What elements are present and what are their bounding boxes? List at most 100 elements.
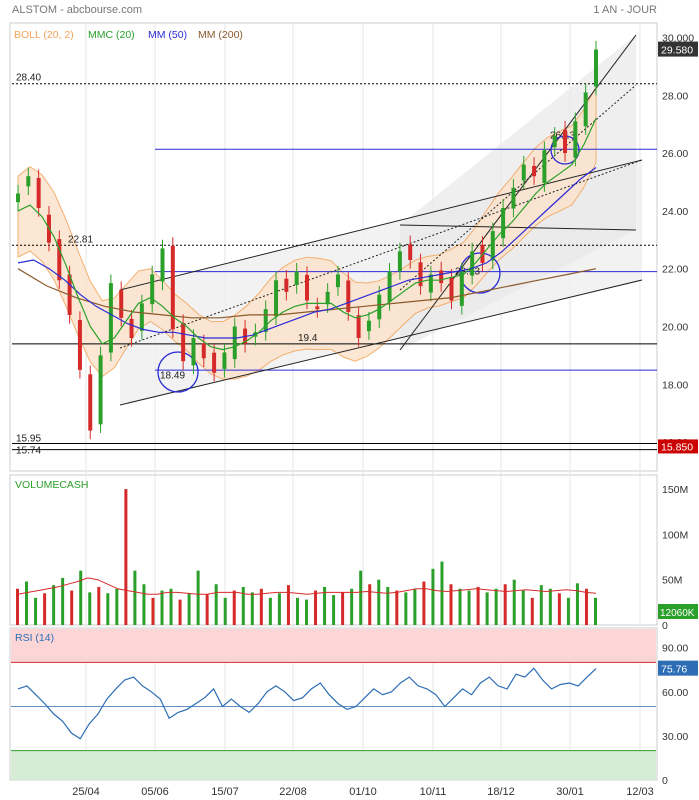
volume-bar: [314, 590, 318, 625]
volume-bar: [97, 586, 101, 625]
y-tick-label: 30.000: [662, 32, 694, 44]
last-price-tag: [658, 41, 698, 57]
volume-bar: [133, 570, 137, 625]
candle-body: [583, 92, 588, 127]
candle-body: [77, 319, 82, 370]
x-tick-label: 05/06: [141, 786, 169, 798]
candle-body: [325, 291, 330, 305]
volume-bar: [88, 592, 92, 625]
volume-bar: [458, 588, 462, 625]
volume-bar: [295, 597, 299, 625]
volume-bar: [241, 586, 245, 625]
volume-bar: [323, 586, 327, 625]
rsi-title: RSI (14): [15, 632, 54, 644]
trend-line: [399, 224, 637, 231]
candle-body: [26, 176, 31, 187]
volume-bar: [350, 588, 354, 625]
volume-bar: [431, 568, 435, 625]
volume-bar: [286, 585, 290, 625]
candle-body: [88, 374, 93, 431]
rsi-tick-label: 90.00: [662, 643, 688, 655]
volume-bar: [557, 593, 561, 625]
volume-bar: [386, 586, 390, 625]
x-tick-label: 18/12: [487, 786, 515, 798]
volume-bar: [250, 592, 254, 625]
x-tick-label: 30/01: [556, 786, 584, 798]
volume-bar: [214, 584, 218, 625]
chart-title: ALSTOM - abcbourse.com: [12, 4, 143, 16]
price-plot: 28.4022.8119.418.4915.9515.7423.9326.13B…: [12, 29, 657, 457]
level-label: 23.93: [455, 266, 480, 277]
volume-bar: [61, 577, 65, 625]
candle-body: [315, 306, 320, 310]
candle-body: [98, 355, 103, 425]
volume-tick-label: 0: [662, 620, 668, 632]
legend-entry: MM (50): [148, 29, 187, 41]
legend-entry: BOLL (20, 2): [14, 29, 74, 41]
candle-body: [397, 251, 402, 272]
rsi-line: [17, 667, 597, 740]
candle-body: [139, 303, 144, 331]
x-tick-label: 12/03: [626, 786, 654, 798]
volume-bar: [115, 588, 119, 625]
rsi-last-tag: [658, 660, 698, 676]
candle-body: [511, 187, 516, 209]
candle-body: [521, 164, 526, 181]
candle-body: [294, 271, 299, 286]
volume-bar: [359, 570, 363, 625]
y-tick-label: 24.00: [662, 206, 688, 218]
volume-bar: [223, 597, 227, 625]
candle-body: [119, 290, 124, 318]
x-tick-label: 15/07: [211, 786, 239, 798]
volume-bar: [25, 581, 29, 625]
candle-body: [284, 278, 289, 292]
volume-bar: [305, 599, 308, 625]
volume-bar: [332, 595, 336, 625]
level-label: 19.4: [298, 333, 318, 344]
mmc-line: [17, 118, 597, 351]
volume-bar: [368, 584, 372, 625]
candle-body: [181, 323, 186, 362]
volume-bar: [52, 585, 56, 625]
period-label: 1 AN - JOUR: [593, 4, 657, 16]
x-tick-label: 22/08: [279, 786, 307, 798]
trend-line: [119, 279, 643, 406]
candle-body: [573, 121, 578, 158]
volume-bar: [43, 593, 47, 625]
volume-bar: [178, 599, 182, 625]
candle-body: [170, 245, 175, 330]
y-tick-label: 18.00: [662, 379, 688, 391]
volume-tick-label: 50M: [662, 575, 682, 587]
volume-bar: [440, 561, 444, 625]
volume-bar: [494, 588, 498, 625]
y-tick-label: 26.00: [662, 148, 688, 160]
candle-body: [108, 283, 113, 353]
x-tick-label: 01/10: [349, 786, 377, 798]
candle-body: [377, 294, 382, 320]
candle-body: [36, 178, 41, 208]
trend-line: [119, 159, 643, 291]
volume-last-label: 12060K: [660, 608, 695, 619]
legend-entry: MM (200): [198, 29, 243, 41]
mm200-line: [17, 268, 597, 319]
mm50-line: [17, 167, 597, 339]
level-label: 15.74: [16, 446, 41, 457]
candle-body: [212, 352, 217, 373]
rsi-overbought-zone: [11, 629, 656, 663]
candle-body: [408, 244, 413, 261]
volume-bar: [404, 592, 408, 625]
volume-bar: [124, 489, 128, 625]
volume-bar: [449, 584, 453, 625]
y-tick-label: 20.00: [662, 321, 688, 333]
volume-bar: [395, 590, 399, 625]
volume-bar: [341, 592, 345, 625]
volume-bar: [377, 579, 381, 625]
candle-body: [356, 315, 361, 339]
rsi-plot: RSI (14): [11, 629, 656, 780]
candle-body: [150, 274, 155, 305]
candle-body: [274, 280, 279, 317]
trend-line: [399, 34, 637, 351]
candle-body: [160, 248, 165, 282]
candle-body: [201, 343, 206, 359]
